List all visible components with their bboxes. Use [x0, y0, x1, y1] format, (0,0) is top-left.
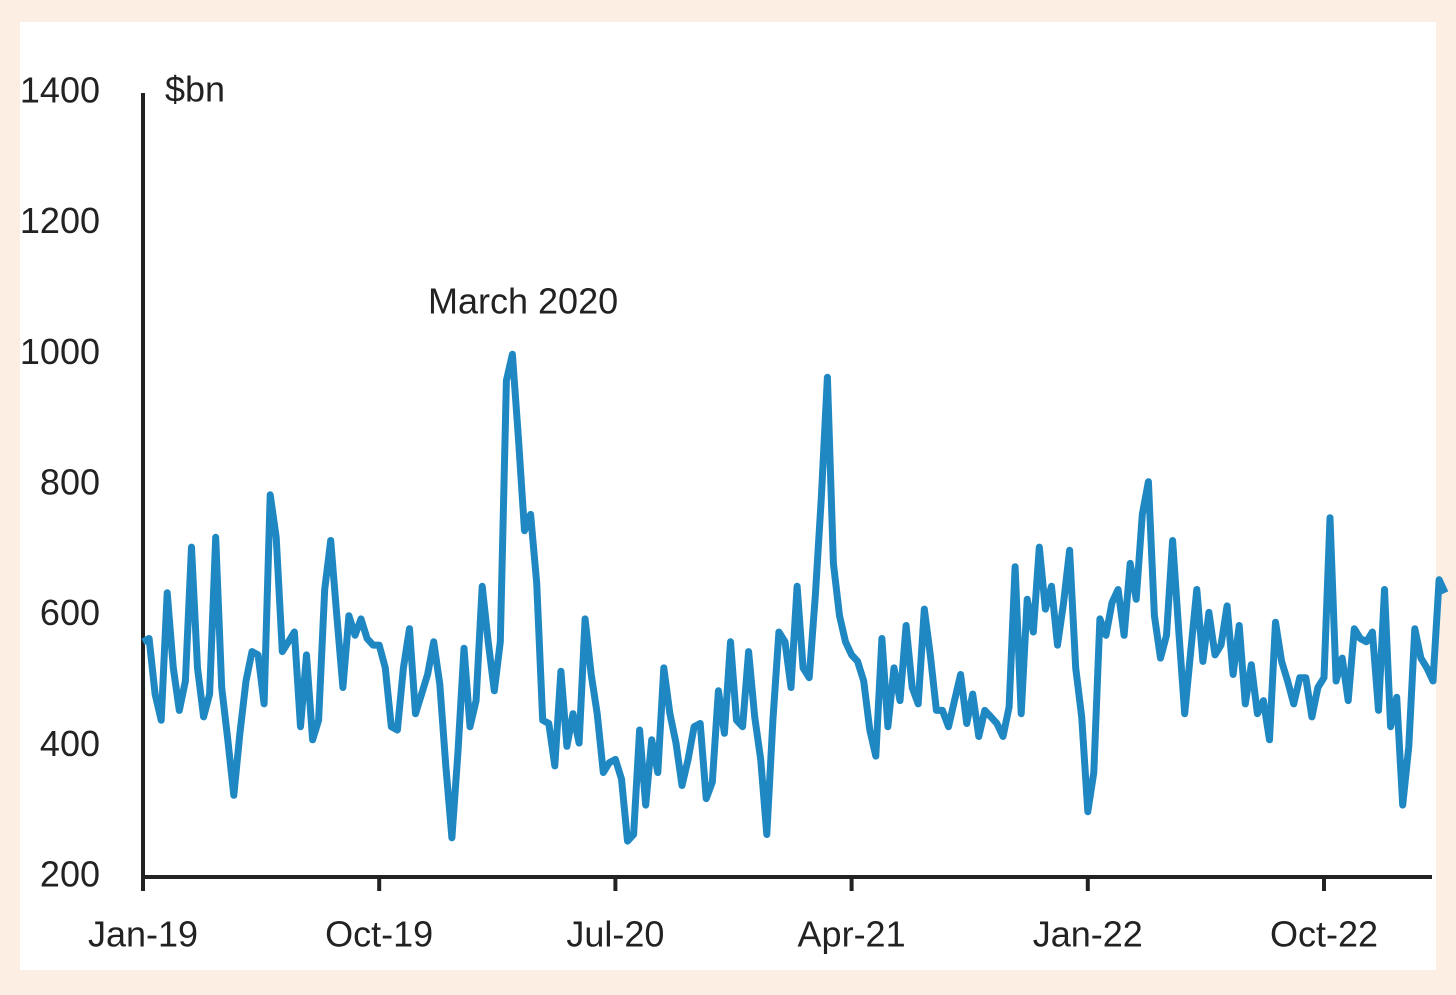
- x-tick-label: Jan-22: [1033, 914, 1143, 955]
- x-tick-label: Oct-19: [325, 914, 433, 955]
- y-tick-label: 1200: [20, 200, 100, 241]
- y-tick-label: 1400: [20, 70, 100, 111]
- x-tick-label: Jul-20: [566, 914, 664, 955]
- y-tick-label: 200: [40, 854, 100, 895]
- y-tick-label: 400: [40, 723, 100, 764]
- annotation: March 2020: [428, 281, 618, 322]
- y-tick-label: 600: [40, 592, 100, 633]
- y-tick-label: 800: [40, 462, 100, 503]
- x-tick-label: Oct-22: [1270, 914, 1378, 955]
- data-line: [141, 350, 1449, 845]
- y-tick-label: 1000: [20, 331, 100, 372]
- x-tick-label: Jan-19: [88, 914, 198, 955]
- x-tick-label: Apr-21: [798, 914, 906, 955]
- plot-panel: [20, 22, 1436, 970]
- y-axis-unit: $bn: [165, 69, 225, 110]
